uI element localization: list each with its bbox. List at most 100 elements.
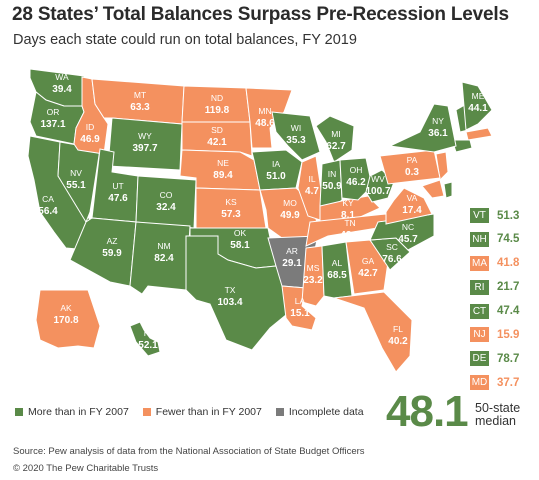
- source-note: Source: Pew analysis of data from the Na…: [13, 446, 365, 457]
- state-value-mi: 62.7: [326, 141, 346, 152]
- state-shape-wi: [271, 111, 321, 161]
- state-shape-mi: [315, 115, 355, 163]
- state-value-wa: 39.4: [52, 84, 72, 95]
- state-abbr-ca: CA: [42, 194, 54, 204]
- state-abbr-ut: UT: [112, 181, 123, 191]
- state-abbr-wa: WA: [55, 72, 69, 82]
- median-label-line2: median: [475, 414, 516, 428]
- state-abbr-la: LA: [295, 296, 306, 306]
- small-state-row-de: DE 78.7: [470, 348, 536, 369]
- state-shape-ia: [251, 149, 303, 191]
- state-value-az: 59.9: [102, 248, 122, 259]
- small-state-row-md: MD 37.7: [470, 372, 536, 393]
- state-abbr-tn: TN: [344, 218, 355, 228]
- state-abbr-sd: SD: [211, 125, 223, 135]
- legend-item-incomplete: Incomplete data: [275, 406, 364, 418]
- state-value-ia: 51.0: [266, 171, 286, 182]
- state-abbr-nd: ND: [211, 93, 223, 103]
- state-abbr-ga: GA: [362, 256, 375, 266]
- small-state-value: 51.3: [497, 209, 520, 222]
- state-value-ut: 47.6: [108, 193, 128, 204]
- state-value-ny: 36.1: [428, 128, 448, 139]
- state-value-nc: 45.7: [398, 234, 418, 245]
- state-shape-mn: [245, 87, 293, 149]
- state-shape-ny: [388, 103, 457, 153]
- state-shape-va: [385, 187, 433, 225]
- small-state-row-ma: MA 41.8: [470, 253, 536, 274]
- small-state-abbr: NJ: [470, 327, 489, 343]
- state-value-hi: 52.1: [138, 340, 158, 351]
- state-value-mo: 49.9: [280, 210, 300, 221]
- state-value-oh: 46.2: [346, 177, 366, 188]
- state-abbr-ne: NE: [217, 158, 229, 168]
- state-shape-oh: [339, 157, 373, 201]
- legend-label-incomplete: Incomplete data: [288, 406, 364, 418]
- state-value-ca: 56.4: [38, 206, 58, 217]
- small-state-value: 47.4: [497, 305, 520, 318]
- state-abbr-ny: NY: [432, 116, 444, 126]
- state-abbr-co: CO: [160, 190, 173, 200]
- state-abbr-ks: KS: [225, 197, 237, 207]
- state-shape-pa: [379, 149, 441, 185]
- state-abbr-wv: WV: [371, 174, 385, 184]
- state-abbr-tx: TX: [225, 285, 236, 295]
- state-abbr-wi: WI: [291, 123, 301, 133]
- state-abbr-mi: MI: [331, 129, 340, 139]
- state-value-co: 32.4: [156, 202, 176, 213]
- legend-swatch-more: [15, 408, 23, 416]
- state-abbr-oh: OH: [350, 165, 363, 175]
- state-abbr-nv: NV: [70, 168, 82, 178]
- state-value-ks: 57.3: [221, 209, 241, 220]
- copyright-note: © 2020 The Pew Charitable Trusts: [13, 463, 159, 474]
- state-abbr-nm: NM: [157, 241, 170, 251]
- state-abbr-or: OR: [47, 107, 60, 117]
- state-abbr-hi: HI: [144, 328, 153, 338]
- state-value-nm: 82.4: [154, 253, 174, 264]
- legend-label-fewer: Fewer than in FY 2007: [155, 406, 262, 418]
- state-value-il: 4.7: [305, 186, 319, 197]
- legend: More than in FY 2007 Fewer than in FY 20…: [15, 406, 378, 418]
- state-value-id: 46.9: [80, 134, 100, 145]
- state-abbr-mt: MT: [134, 90, 146, 100]
- state-shape-nm: [129, 221, 191, 295]
- legend-swatch-fewer: [142, 408, 151, 416]
- map-title: 28 States’ Total Balances Surpass Pre-Re…: [12, 4, 509, 25]
- legend-label-more: More than in FY 2007: [28, 406, 129, 418]
- state-abbr-in: IN: [328, 169, 337, 179]
- state-value-wy: 397.7: [132, 143, 157, 154]
- legend-item-fewer: Fewer than in FY 2007: [142, 406, 262, 418]
- state-abbr-ms: MS: [307, 263, 320, 273]
- state-shape-fl: [333, 291, 413, 373]
- state-value-mn: 48.6: [255, 118, 275, 129]
- state-abbr-pa: PA: [407, 155, 418, 165]
- median-label: 50-state median: [475, 402, 520, 428]
- state-value-tn: 42.5: [340, 230, 360, 241]
- state-abbr-mn: MN: [258, 106, 271, 116]
- small-state-abbr: MA: [470, 255, 489, 271]
- state-shape-hi: [129, 321, 161, 357]
- small-state-abbr: VT: [470, 208, 489, 223]
- state-value-wi: 35.3: [286, 135, 306, 146]
- state-abbr-al: AL: [332, 258, 343, 268]
- state-value-in: 50.9: [322, 181, 342, 192]
- state-value-ga: 42.7: [358, 268, 378, 279]
- state-shape-ks: [195, 187, 267, 229]
- small-state-value: 37.7: [497, 376, 520, 389]
- small-state-row-nj: NJ 15.9: [470, 324, 536, 345]
- state-value-ne: 89.4: [213, 170, 233, 181]
- state-shape-sd: [181, 121, 253, 157]
- state-abbr-nc: NC: [402, 222, 414, 232]
- legend-swatch-incomplete: [275, 408, 284, 416]
- state-abbr-ky: KY: [342, 198, 354, 208]
- state-abbr-ok: OK: [234, 228, 247, 238]
- state-abbr-id: ID: [86, 122, 95, 132]
- small-state-abbr: RI: [470, 279, 489, 295]
- state-value-mt: 63.3: [130, 102, 150, 113]
- state-shape-nd: [181, 85, 251, 123]
- small-state-value: 21.7: [497, 281, 520, 294]
- small-state-row-nh: NH 74.5: [470, 229, 536, 250]
- state-abbr-az: AZ: [107, 236, 118, 246]
- state-abbr-wy: WY: [138, 131, 152, 141]
- state-value-ms: 23.2: [303, 275, 323, 286]
